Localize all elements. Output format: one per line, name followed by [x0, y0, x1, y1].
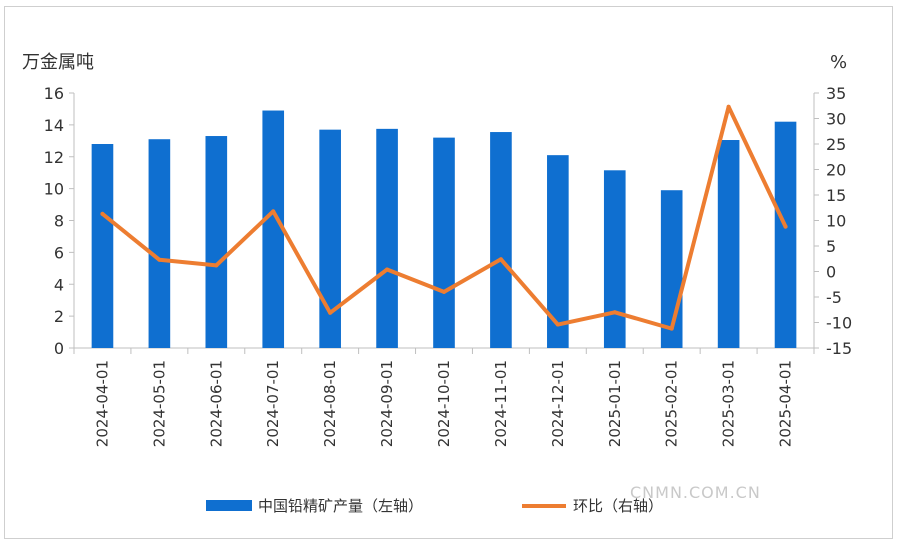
- right-axis-tick-label: 10: [826, 212, 846, 231]
- left-axis-tick-label: 4: [54, 275, 64, 294]
- bar: [319, 129, 341, 348]
- mom-point: [157, 257, 162, 262]
- right-axis-tick-label: 25: [826, 135, 846, 154]
- right-axis-tick-label: -15: [826, 339, 852, 358]
- left-axis-tick-label: 6: [54, 243, 64, 262]
- x-axis-tick-label: 2024-11-01: [492, 360, 510, 447]
- mom-point: [498, 257, 503, 262]
- bar: [91, 144, 114, 348]
- left-axis-tick-label: 0: [54, 339, 64, 358]
- right-axis-tick-label: -5: [826, 288, 842, 307]
- bar: [490, 132, 512, 348]
- mom-point: [328, 310, 333, 315]
- bar: [774, 121, 797, 348]
- mom-point: [271, 209, 276, 214]
- left-axis-tick-label: 14: [44, 116, 64, 135]
- right-axis-label: %: [830, 52, 847, 73]
- mom-point: [612, 310, 617, 315]
- bar: [148, 139, 171, 348]
- x-axis-tick-label: 2024-10-01: [435, 360, 453, 447]
- mom-point: [783, 224, 788, 229]
- x-axis-tick-label: 2025-03-01: [720, 360, 738, 447]
- right-axis-tick-label: 20: [826, 161, 846, 180]
- x-axis-tick-label: 2025-02-01: [663, 360, 681, 447]
- left-axis-tick-label: 10: [44, 180, 64, 199]
- x-axis-tick-label: 2024-09-01: [378, 360, 396, 447]
- left-axis-tick-label: 8: [54, 212, 64, 231]
- x-axis-tick-label: 2024-08-01: [321, 360, 339, 447]
- mom-point: [555, 322, 560, 327]
- bar: [205, 136, 228, 348]
- right-axis-tick-label: 0: [826, 263, 836, 282]
- x-axis-tick-label: 2025-04-01: [777, 360, 795, 447]
- right-axis-tick-label: 30: [826, 110, 846, 129]
- mom-point: [100, 211, 105, 216]
- legend-bar-label: 中国铅精矿产量（左轴）: [258, 497, 423, 515]
- bar: [603, 170, 626, 348]
- left-axis-tick-label: 12: [44, 148, 64, 167]
- mom-point: [726, 104, 731, 109]
- bar: [547, 155, 569, 348]
- right-axis-tick-label: -10: [826, 314, 852, 333]
- right-axis-tick-label: 5: [826, 237, 836, 256]
- x-axis-tick-label: 2024-07-01: [264, 360, 282, 447]
- legend-line-label: 环比（右轴）: [573, 497, 663, 515]
- legend-bar-swatch: [206, 500, 252, 511]
- mom-point: [669, 326, 674, 331]
- mom-point: [442, 289, 446, 294]
- x-axis-tick-label: 2025-01-01: [606, 360, 624, 447]
- bar: [376, 128, 398, 348]
- bar: [262, 110, 285, 348]
- watermark: CNMN.COM.CN: [630, 483, 761, 502]
- right-axis-tick-label: 15: [826, 186, 846, 205]
- x-axis-tick-label: 2024-12-01: [549, 360, 567, 447]
- right-axis-tick-label: 35: [826, 84, 846, 103]
- left-axis-tick-label: 16: [44, 84, 64, 103]
- left-axis-label: 万金属吨: [22, 52, 94, 73]
- x-axis-tick-label: 2024-06-01: [207, 360, 225, 447]
- bar: [717, 140, 740, 348]
- mom-point: [214, 263, 219, 268]
- x-axis-tick-label: 2024-04-01: [93, 360, 111, 447]
- mom-point: [385, 267, 390, 272]
- x-axis-tick-label: 2024-05-01: [150, 360, 168, 447]
- left-axis-tick-label: 2: [54, 307, 64, 326]
- bar: [433, 137, 455, 348]
